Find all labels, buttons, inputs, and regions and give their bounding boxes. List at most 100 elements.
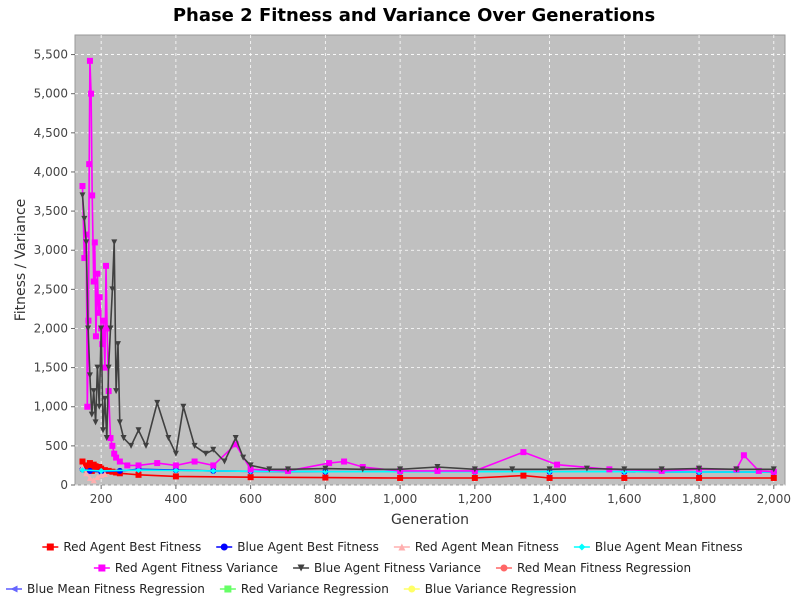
series-point xyxy=(172,473,179,480)
legend-label: Red Variance Regression xyxy=(241,582,389,596)
axes: 200 400 600 800 1,000 1,200 1,400 1,600 1,800 2,0… xyxy=(34,48,791,506)
series-point xyxy=(79,467,86,474)
series-point xyxy=(92,333,99,340)
series-point xyxy=(240,454,247,461)
y-tick-label: 3,000 xyxy=(34,243,68,257)
series-point xyxy=(98,325,105,332)
series-point xyxy=(79,464,86,470)
series-point xyxy=(172,450,179,457)
series-point xyxy=(546,466,553,473)
series-point xyxy=(191,442,198,449)
series-point xyxy=(143,442,149,449)
series-point xyxy=(696,465,703,472)
series-point xyxy=(96,403,103,410)
series-point xyxy=(285,466,291,473)
series-point xyxy=(520,472,527,479)
series-point xyxy=(85,464,92,471)
series-point xyxy=(101,395,108,402)
legend-swatch-marker xyxy=(500,564,508,572)
series-5 xyxy=(79,192,777,473)
series-point xyxy=(520,449,527,456)
y-tick-label: 4,000 xyxy=(34,165,68,179)
series-point xyxy=(471,474,478,481)
series-point xyxy=(94,270,101,277)
series-point xyxy=(91,239,98,246)
y-tick-label: 1,500 xyxy=(34,361,68,375)
series-point xyxy=(120,435,127,442)
legend-swatch-marker xyxy=(578,543,586,551)
series-point xyxy=(113,469,120,476)
series-point xyxy=(96,294,103,301)
series-point xyxy=(111,450,118,457)
series-point xyxy=(92,463,99,470)
series-point xyxy=(113,388,120,395)
series-point xyxy=(124,462,131,469)
y-tick-label: 3,500 xyxy=(34,204,68,218)
legend-item: Blue Agent Fitness Variance xyxy=(293,561,481,575)
series-point xyxy=(86,460,93,467)
series-point xyxy=(79,458,86,465)
series-point xyxy=(583,465,590,472)
series-point xyxy=(86,161,93,168)
series-point xyxy=(172,467,179,474)
series-point xyxy=(135,467,142,474)
x-tick-label: 800 xyxy=(314,492,337,506)
series-point xyxy=(509,466,516,473)
legend-label: Red Mean Fitness Regression xyxy=(517,561,691,575)
series-2 xyxy=(79,464,108,484)
series-point xyxy=(733,466,740,473)
series-point xyxy=(770,466,777,473)
legend-item: Blue Agent Mean Fitness xyxy=(573,540,743,554)
series-point xyxy=(116,419,123,426)
y-tick-label: 5,500 xyxy=(34,48,68,62)
series-point xyxy=(232,441,239,448)
y-tick-label: 2,000 xyxy=(34,321,68,335)
legend: Red Agent Best Fitness Blue Agent Best Fi… xyxy=(6,540,743,596)
series-point xyxy=(109,442,116,449)
series-point xyxy=(322,468,329,475)
series-point xyxy=(658,466,665,473)
grid xyxy=(75,35,785,486)
series-point xyxy=(107,435,114,442)
legend-label: Blue Agent Mean Fitness xyxy=(595,540,743,554)
series-point xyxy=(88,411,95,418)
series-point xyxy=(154,399,161,406)
series-point xyxy=(740,452,747,459)
series-point xyxy=(154,460,161,467)
x-tick-label: 1,400 xyxy=(532,492,566,506)
legend-swatch-marker xyxy=(220,543,228,551)
series-point xyxy=(116,458,123,465)
series-point xyxy=(83,470,90,477)
y-axis-label: Fitness / Variance xyxy=(13,199,29,322)
series-point xyxy=(165,435,172,442)
x-tick-label: 200 xyxy=(90,492,113,506)
series-point xyxy=(322,474,329,481)
series-point xyxy=(247,466,254,473)
series-point xyxy=(621,474,628,481)
series-point xyxy=(101,364,108,371)
series-point xyxy=(101,471,108,478)
x-tick-label: 1,600 xyxy=(607,492,641,506)
series-point xyxy=(135,471,142,478)
x-tick-label: 1,200 xyxy=(458,492,492,506)
plot-area xyxy=(74,34,786,486)
series-point xyxy=(83,239,90,246)
series-point xyxy=(434,464,441,470)
x-tick-label: 1,000 xyxy=(383,492,417,506)
series-point xyxy=(98,467,105,474)
y-tick-label: 5,000 xyxy=(34,87,68,101)
series-point xyxy=(434,467,441,474)
series-point xyxy=(86,57,93,64)
series-point xyxy=(89,192,96,199)
series-point xyxy=(359,466,366,473)
series-point xyxy=(100,317,107,324)
legend-label: Blue Variance Regression xyxy=(425,582,577,596)
series-point xyxy=(135,427,142,434)
series-point xyxy=(105,364,112,371)
series-point xyxy=(172,462,179,469)
legend-swatch-marker xyxy=(224,585,232,593)
series-point xyxy=(94,474,101,481)
series-point xyxy=(85,325,92,332)
series-point xyxy=(180,403,187,410)
